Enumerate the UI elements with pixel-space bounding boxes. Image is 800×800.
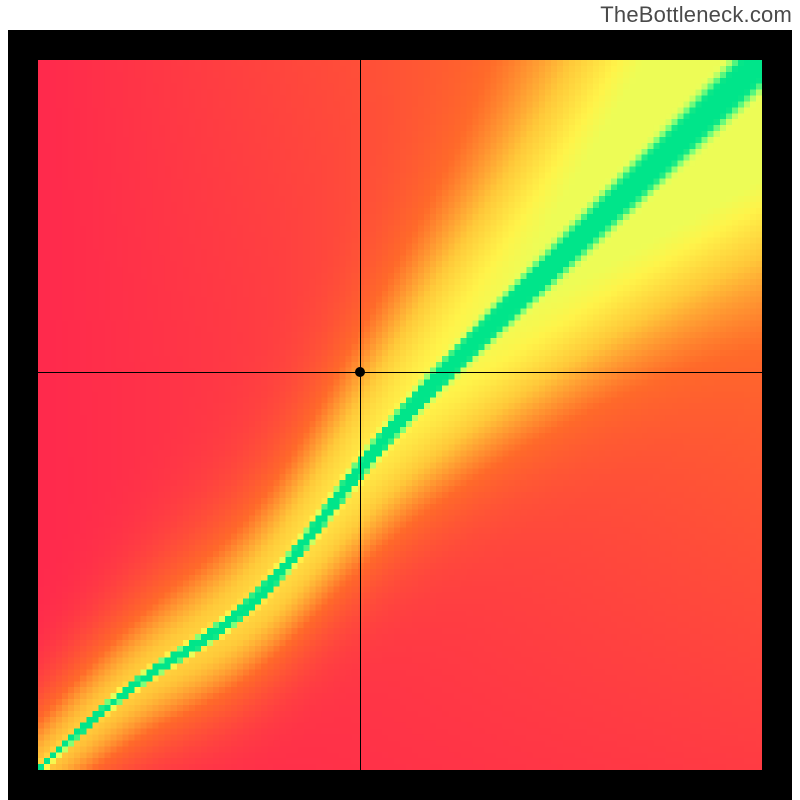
data-point-marker: [355, 367, 365, 377]
crosshair-horizontal: [38, 372, 762, 373]
bottleneck-heatmap: [38, 60, 762, 770]
watermark-text: TheBottleneck.com: [600, 2, 792, 28]
heatmap-canvas: [38, 60, 762, 770]
crosshair-vertical: [360, 60, 361, 770]
